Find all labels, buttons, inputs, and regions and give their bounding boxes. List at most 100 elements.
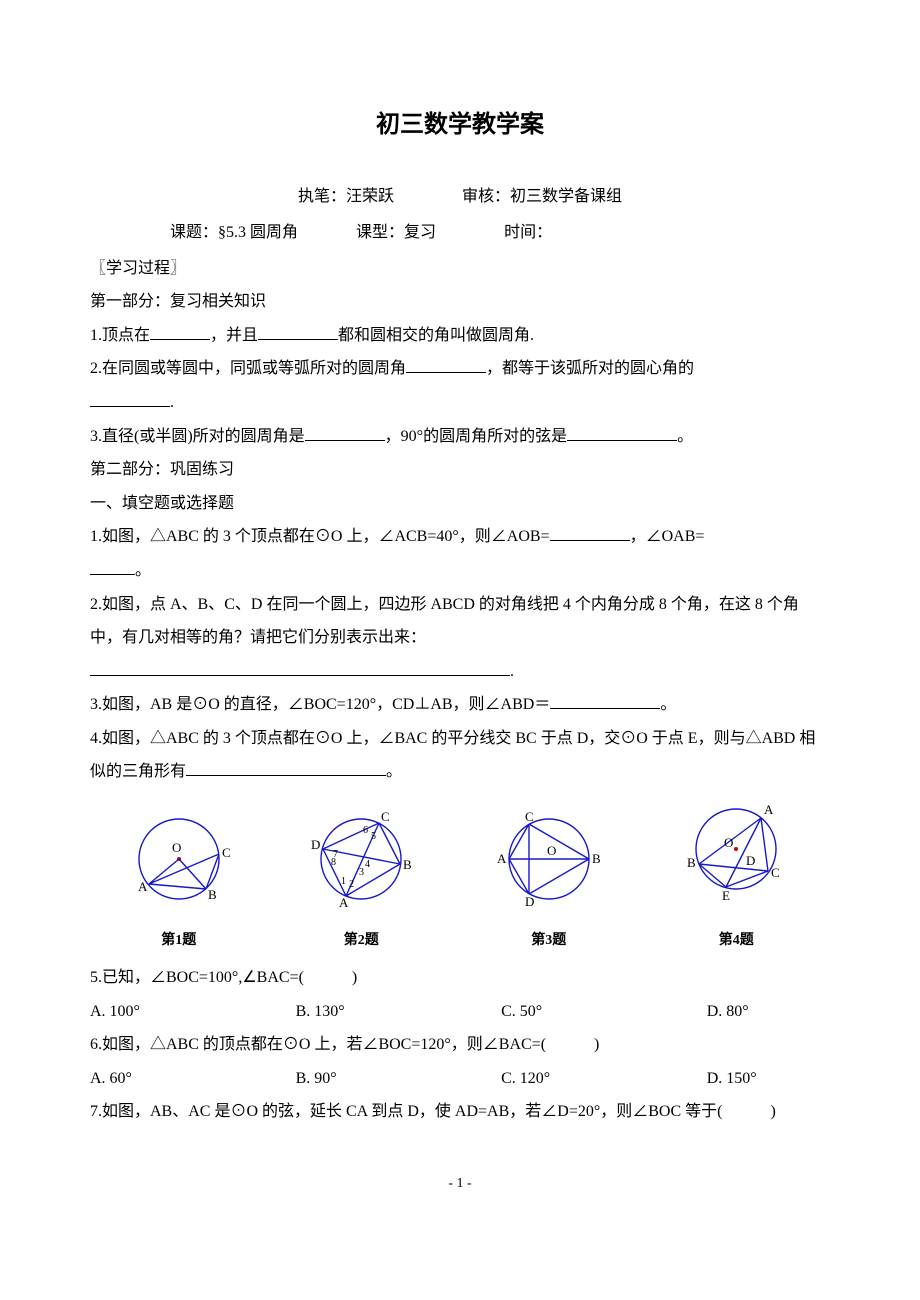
- svg-text:B: B: [687, 855, 696, 870]
- p1q3c: 。: [677, 428, 693, 445]
- blank: [90, 560, 135, 575]
- part2-q1: 1.如图，△ABC 的 3 个顶点都在⊙O 上，∠ACB=40°，则∠AOB= ，…: [90, 520, 830, 554]
- part2-q2-blank: .: [90, 655, 830, 689]
- q5-choice-a: A. 100°: [90, 995, 296, 1029]
- p1q1c: 都和圆相交的角叫做圆周角.: [338, 327, 534, 344]
- figure-2-caption: 第2题: [301, 926, 421, 955]
- page-footer: - 1 -: [90, 1169, 830, 1198]
- p1q2a: 2.在同圆或等圆中，同弧或等弧所对的圆周角: [90, 360, 406, 377]
- diagram-3-icon: C A B D O: [489, 809, 609, 909]
- writer-name: 汪荣跃: [346, 188, 394, 205]
- q6-choice-b: B. 90°: [296, 1062, 502, 1096]
- blank: [258, 324, 338, 339]
- q6-choice-c: C. 120°: [501, 1062, 707, 1096]
- svg-text:5: 5: [371, 831, 376, 842]
- svg-text:D: D: [746, 853, 755, 868]
- figure-1-caption: 第1题: [124, 926, 234, 955]
- part2-q1-tail: 。: [90, 554, 830, 588]
- svg-text:C: C: [381, 809, 390, 824]
- part2-q7: 7.如图，AB、AC 是⊙O 的弦，延长 CA 到点 D，使 AD=AB，若∠D…: [90, 1095, 830, 1129]
- q5-choice-c: C. 50°: [501, 995, 707, 1029]
- svg-text:D: D: [311, 837, 320, 852]
- p1q2c: .: [170, 394, 174, 411]
- figure-3: C A B D O 第3题: [489, 809, 609, 955]
- meta-line-2: 课题：§5.3 圆周角 课型：复习 时间：: [90, 216, 830, 250]
- svg-text:6: 6: [363, 825, 368, 836]
- part1-heading: 第一部分：复习相关知识: [90, 285, 830, 319]
- part1-q1: 1.顶点在 ，并且 都和圆相交的角叫做圆周角.: [90, 319, 830, 353]
- p2q1b: ，∠OAB=: [630, 528, 705, 545]
- blank: [150, 324, 210, 339]
- svg-text:1: 1: [341, 876, 346, 887]
- writer-label: 执笔：: [298, 188, 346, 205]
- part2-q3: 3.如图，AB 是⊙O 的直径，∠BOC=120°，CD⊥AB，则∠ABD＝ 。: [90, 688, 830, 722]
- time-label: 时间：: [504, 224, 552, 241]
- svg-text:C: C: [222, 845, 231, 860]
- q6-choice-d: D. 150°: [707, 1062, 830, 1096]
- svg-text:C: C: [771, 865, 780, 880]
- part2-q6: 6.如图，△ABC 的顶点都在⊙O 上，若∠BOC=120°，则∠BAC=( ): [90, 1028, 830, 1062]
- p1q3b: ，90°的圆周角所对的弦是: [385, 428, 567, 445]
- diagram-4-icon: A B C D E O: [676, 799, 796, 909]
- figure-1: O C A B 第1题: [124, 809, 234, 955]
- svg-text:O: O: [724, 835, 733, 850]
- diagram-2-icon: D C B A 1 2 3 4 5 6 7 8: [301, 809, 421, 909]
- p1q1a: 1.顶点在: [90, 327, 150, 344]
- diagram-1-icon: O C A B: [124, 809, 234, 909]
- figure-row: O C A B 第1题 D C B A 1 2 3 4 5 6 7 8: [90, 799, 830, 955]
- svg-text:A: A: [339, 895, 349, 909]
- blank: [567, 425, 677, 440]
- svg-text:C: C: [525, 809, 534, 824]
- svg-text:4: 4: [365, 859, 370, 870]
- p2q3b: 。: [660, 696, 676, 713]
- svg-text:O: O: [172, 840, 181, 855]
- figure-4-caption: 第4题: [676, 926, 796, 955]
- svg-text:A: A: [764, 802, 774, 817]
- q5-choices: A. 100° B. 130° C. 50° D. 80°: [90, 995, 830, 1029]
- figure-3-caption: 第3题: [489, 926, 609, 955]
- type-label: 课型：: [356, 224, 404, 241]
- part2-q4: 4.如图，△ABC 的 3 个顶点都在⊙O 上，∠BAC 的平分线交 BC 于点…: [90, 722, 830, 789]
- p2q4b: 。: [386, 763, 402, 780]
- part1-q2-tail: .: [90, 386, 830, 420]
- p2q1a: 1.如图，△ABC 的 3 个顶点都在⊙O 上，∠ACB=40°，则∠AOB=: [90, 528, 550, 545]
- p2q3a: 3.如图，AB 是⊙O 的直径，∠BOC=120°，CD⊥AB，则∠ABD＝: [90, 696, 550, 713]
- part2-q2: 2.如图，点 A、B、C、D 在同一个圆上，四边形 ABCD 的对角线把 4 个…: [90, 588, 830, 655]
- blank: [305, 425, 385, 440]
- topic-label: 课题：: [170, 224, 218, 241]
- part2-sub: 一、填空题或选择题: [90, 487, 830, 521]
- svg-text:B: B: [592, 851, 601, 866]
- q5-choice-b: B. 130°: [296, 995, 502, 1029]
- part2-q5: 5.已知，∠BOC=100°,∠BAC=( ): [90, 961, 830, 995]
- reviewer-label: 审核：: [462, 188, 510, 205]
- q6-choice-a: A. 60°: [90, 1062, 296, 1096]
- part1-q3: 3.直径(或半圆)所对的圆周角是 ，90°的圆周角所对的弦是 。: [90, 420, 830, 454]
- svg-text:D: D: [525, 894, 534, 909]
- svg-text:2: 2: [349, 879, 354, 890]
- page-title: 初三数学教学案: [90, 100, 830, 150]
- p1q1b: ，并且: [210, 327, 258, 344]
- svg-text:3: 3: [359, 867, 364, 878]
- reviewer-name: 初三数学备课组: [510, 188, 622, 205]
- svg-text:O: O: [547, 843, 556, 858]
- svg-text:B: B: [403, 857, 412, 872]
- part1-q2: 2.在同圆或等圆中，同弧或等弧所对的圆周角 ，都等于该弧所对的圆心角的: [90, 352, 830, 386]
- blank: [90, 660, 510, 675]
- figure-2: D C B A 1 2 3 4 5 6 7 8 第2题: [301, 809, 421, 955]
- svg-text:B: B: [208, 887, 217, 902]
- type-value: 复习: [404, 224, 436, 241]
- p1q2b: ，都等于该弧所对的圆心角的: [486, 360, 694, 377]
- topic-value: §5.3 圆周角: [218, 224, 298, 241]
- q6-choices: A. 60° B. 90° C. 120° D. 150°: [90, 1062, 830, 1096]
- blank: [90, 392, 170, 407]
- meta-line-1: 执笔：汪荣跃 审核：初三数学备课组: [90, 180, 830, 214]
- p1q3a: 3.直径(或半圆)所对的圆周角是: [90, 428, 305, 445]
- q5-choice-d: D. 80°: [707, 995, 830, 1029]
- figure-4: A B C D E O 第4题: [676, 799, 796, 955]
- svg-text:A: A: [497, 851, 507, 866]
- svg-text:E: E: [722, 888, 730, 903]
- blank: [550, 694, 660, 709]
- part2-heading: 第二部分：巩固练习: [90, 453, 830, 487]
- svg-text:8: 8: [331, 857, 336, 868]
- svg-text:A: A: [138, 879, 148, 894]
